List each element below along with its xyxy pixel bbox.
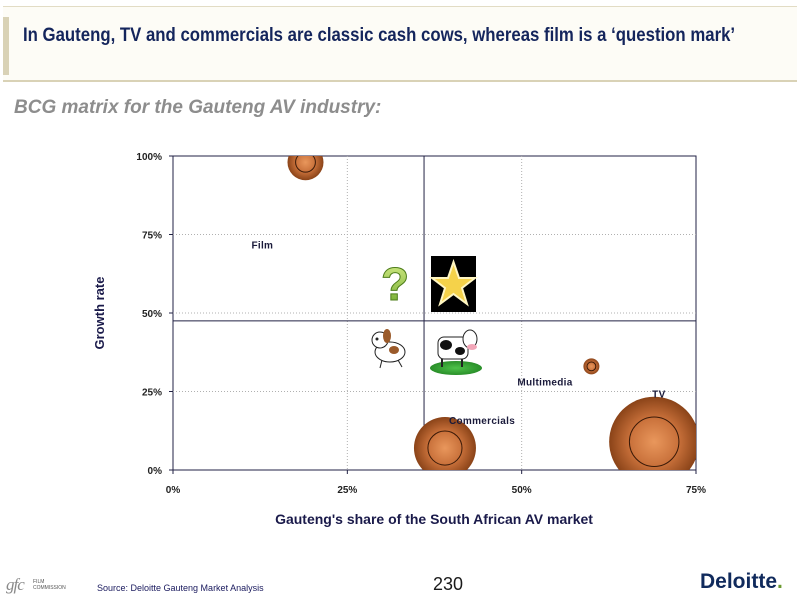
chart-subtitle: BCG matrix for the Gauteng AV industry: [14, 97, 382, 118]
x-tick-label: 75% [686, 485, 706, 496]
x-tick-label: 0% [166, 485, 181, 496]
bubble-label-multimedia: Multimedia [517, 377, 572, 388]
gfc-logo-caption: FILM COMMISSION [33, 579, 66, 591]
bubble-core-film [295, 156, 316, 173]
dog-icon [371, 329, 406, 369]
cow-muzzle [467, 344, 477, 350]
bubble-label-commercials: Commercials [449, 416, 515, 427]
cow-spot [440, 340, 452, 350]
y-tick-label: 75% [142, 231, 162, 242]
x-tick-label: 25% [337, 485, 357, 496]
y-axis-title: Growth rate [92, 277, 107, 350]
dog-leg [379, 359, 383, 369]
question-mark-icon: ? [381, 258, 409, 310]
x-axis-title: Gauteng's share of the South African AV … [275, 511, 593, 527]
cow-grass [430, 361, 482, 375]
bubble-core-tv [628, 416, 680, 467]
dog-leg [397, 359, 403, 368]
dog-eye [375, 337, 379, 341]
bubble-core-multimedia [586, 361, 597, 372]
page-title: In Gauteng, TV and commercials are class… [23, 24, 736, 46]
y-tick-label: 0% [148, 466, 163, 477]
bcg-matrix-chart: 0% 25% 50% 75% 100% 0% 25% 50% 75% Gauteng's shar… [92, 152, 706, 527]
title-banner: In Gauteng, TV and commercials are class… [3, 6, 797, 82]
bubble-label-tv: TV [652, 390, 665, 401]
bubble-multimedia [583, 358, 600, 375]
dog-ear [383, 329, 391, 343]
y-tick-label: 25% [142, 388, 162, 399]
x-tick-label: 50% [512, 485, 532, 496]
bubble-tv [609, 396, 696, 470]
y-tick-label: 100% [136, 152, 162, 163]
bubble-label-film: Film [251, 240, 273, 251]
deloitte-logo-text: Deloitte [700, 570, 778, 593]
dog-spot [389, 346, 399, 354]
y-tick-label: 50% [142, 309, 162, 320]
bubble-commercials [413, 417, 476, 470]
bubble-core-commercials [427, 430, 463, 466]
page-number: 230 [433, 574, 464, 594]
title-accent-bar [3, 17, 9, 75]
cow-spot [455, 347, 465, 355]
bubble-film [287, 156, 324, 181]
footer-source: Source: Deloitte Gauteng Market Analysis [97, 583, 264, 593]
star-icon [429, 258, 478, 307]
gfc-logo-text: gfc [6, 575, 25, 594]
gfc-logo: gfc FILM COMMISSION [6, 575, 66, 595]
deloitte-logo: Deloitte. [700, 570, 783, 593]
cash-cow-icon [430, 329, 482, 375]
